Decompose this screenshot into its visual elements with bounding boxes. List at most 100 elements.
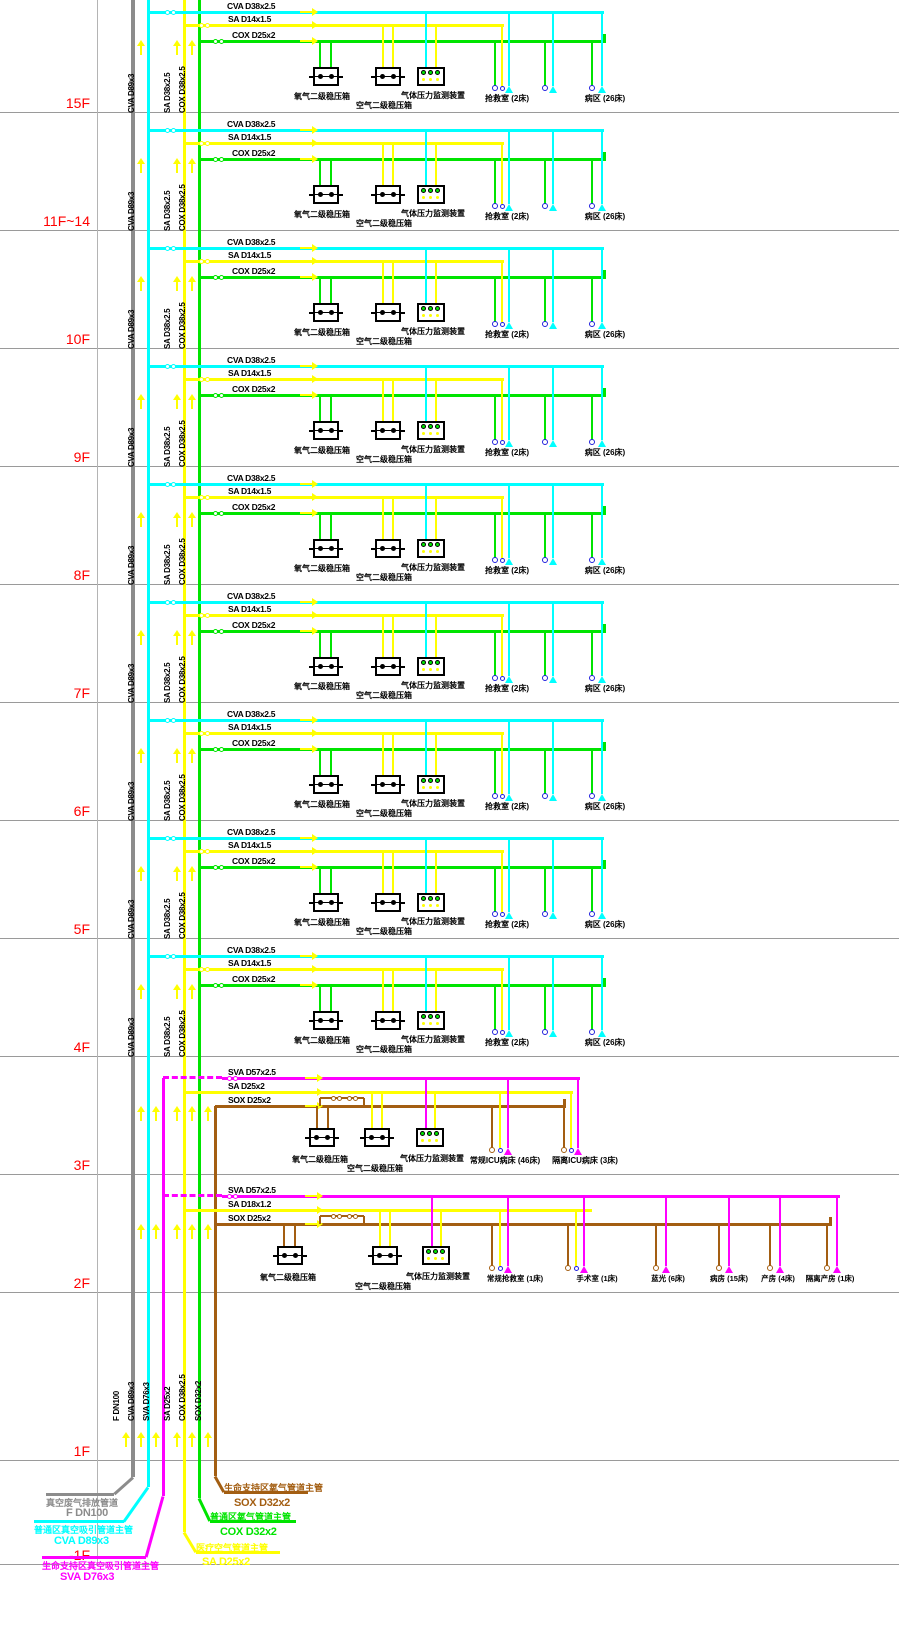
flow-arrow — [300, 24, 312, 26]
flow-arrow-head — [173, 158, 181, 164]
terminal-outlet-circle — [226, 1193, 232, 1199]
pipe-horizontal — [184, 1090, 573, 1094]
legend-leader — [46, 1492, 114, 1496]
riser-spec-label: SA D38x2.5 — [163, 898, 172, 939]
devbox-stub — [309, 193, 313, 196]
terminal-outlet-circle — [716, 1265, 722, 1271]
pipe-vertical — [544, 749, 546, 794]
pipe-vertical — [575, 1210, 577, 1266]
pipe-spec-label: COX D25x2 — [232, 148, 276, 158]
device-label: 氧气二级稳压箱 — [294, 1036, 350, 1045]
terminal-outlet-circle — [542, 85, 548, 91]
terminal-outlet-circle — [330, 1213, 336, 1219]
devbox-dot — [380, 428, 385, 433]
pipe-vertical — [828, 1217, 832, 1224]
pipe-vertical — [501, 261, 503, 322]
devbox-dot — [391, 546, 396, 551]
pipe-vertical — [319, 395, 321, 421]
terminal-outlet-triangle — [574, 1148, 582, 1155]
pipe-vertical — [602, 860, 606, 867]
flow-arrow-head — [173, 630, 181, 636]
pipe-vertical — [330, 395, 332, 421]
flow-arrow — [140, 754, 142, 763]
legend-name: 普通区真空吸引管道主管 — [34, 1525, 134, 1535]
pipe-spec-label: SA D14x1.5 — [228, 132, 271, 142]
pipe-vertical — [319, 41, 321, 67]
pipe-vertical — [392, 143, 394, 185]
monitor-indicator-dot — [428, 188, 433, 193]
terminal-outlet-circle — [198, 848, 204, 854]
devbox-midline — [315, 548, 337, 549]
devbox-stub — [401, 193, 405, 196]
terminal-label: 隔离产房 (1床) — [805, 1274, 855, 1283]
devbox-midline — [377, 194, 399, 195]
pipe-horizontal — [148, 364, 604, 368]
pipe-vertical — [382, 261, 384, 303]
monitor-indicator-dot — [429, 1022, 432, 1025]
pipe-spec-label: SA D14x1.5 — [228, 250, 271, 260]
devbox-stub — [309, 1019, 313, 1022]
legend-leader — [122, 1486, 150, 1522]
flow-arrow — [300, 732, 312, 734]
device-label: 氧气二级稳压箱 — [294, 918, 350, 927]
terminal-outlet-triangle — [504, 1148, 512, 1155]
pipe-vertical — [435, 969, 437, 1011]
device-label: 气体压力监测装置 — [400, 1154, 464, 1163]
pipe-vertical — [382, 733, 384, 775]
devbox-dot — [377, 1253, 382, 1258]
flow-arrow-head — [312, 716, 318, 724]
monitor-indicator-dot — [434, 1131, 439, 1136]
pipe-horizontal — [199, 39, 606, 43]
terminal-outlet-circle — [164, 363, 170, 369]
pipe-horizontal — [148, 954, 604, 958]
floor-label: 6F — [73, 803, 90, 819]
terminal-outlet-circle — [170, 9, 176, 15]
flow-arrow-head — [188, 40, 196, 46]
terminal-label: 隔离ICU病床 (3床) — [552, 1156, 618, 1165]
flow-arrow-head — [152, 1432, 160, 1438]
pipe-vertical — [602, 978, 606, 985]
flow-arrow — [125, 1438, 127, 1447]
terminal-label: 病区 (26床) — [584, 802, 626, 811]
devbox-dot — [329, 192, 334, 197]
flow-arrow-head — [137, 394, 145, 400]
devbox-stub — [273, 1254, 277, 1257]
pipe-vertical — [507, 1196, 509, 1266]
devbox-stub — [309, 783, 313, 786]
flow-arrow — [155, 1438, 157, 1447]
devbox-stub — [401, 665, 405, 668]
pipe-spec-label: SOX D25x2 — [228, 1095, 271, 1105]
devbox-midline — [377, 1020, 399, 1021]
pipe-vertical — [392, 497, 394, 539]
flow-arrow — [300, 850, 312, 852]
pipe-spec-label: SA D18x1.2 — [228, 1199, 271, 1209]
pipe-vertical — [602, 388, 606, 395]
riser-sox — [213, 1106, 217, 1476]
flow-arrow-head — [137, 1106, 145, 1112]
device-label: 气体压力监测装置 — [401, 681, 465, 690]
grid-line — [96, 0, 98, 1564]
pipe-vertical — [501, 379, 503, 440]
device-label: 气体压力监测装置 — [401, 91, 465, 100]
terminal-outlet-circle — [218, 274, 224, 280]
monitor-indicator-dot — [436, 78, 439, 81]
pipe-vertical — [425, 12, 427, 67]
pipe-vertical — [435, 379, 437, 421]
terminal-label: 抢救室 (2床) — [485, 684, 529, 693]
terminal-outlet-circle — [204, 22, 210, 28]
flow-arrow-head — [137, 40, 145, 46]
terminal-label: 病区 (26床) — [584, 684, 626, 693]
device-label: 气体压力监测装置 — [401, 445, 465, 454]
flow-arrow-head — [173, 276, 181, 282]
flow-arrow-head — [188, 158, 196, 164]
pipe-vertical — [382, 615, 384, 657]
terminal-outlet-circle — [164, 599, 170, 605]
terminal-outlet-circle — [336, 1213, 342, 1219]
pipe-horizontal — [215, 1104, 566, 1108]
pipe-vertical — [552, 366, 554, 440]
terminal-outlet-circle — [352, 1095, 358, 1101]
legend-name: 医疗空气管道主管 — [196, 1543, 269, 1553]
flow-arrow — [191, 754, 193, 763]
device-label: 氧气二级稳压箱 — [294, 800, 350, 809]
pipe-vertical — [508, 130, 510, 204]
